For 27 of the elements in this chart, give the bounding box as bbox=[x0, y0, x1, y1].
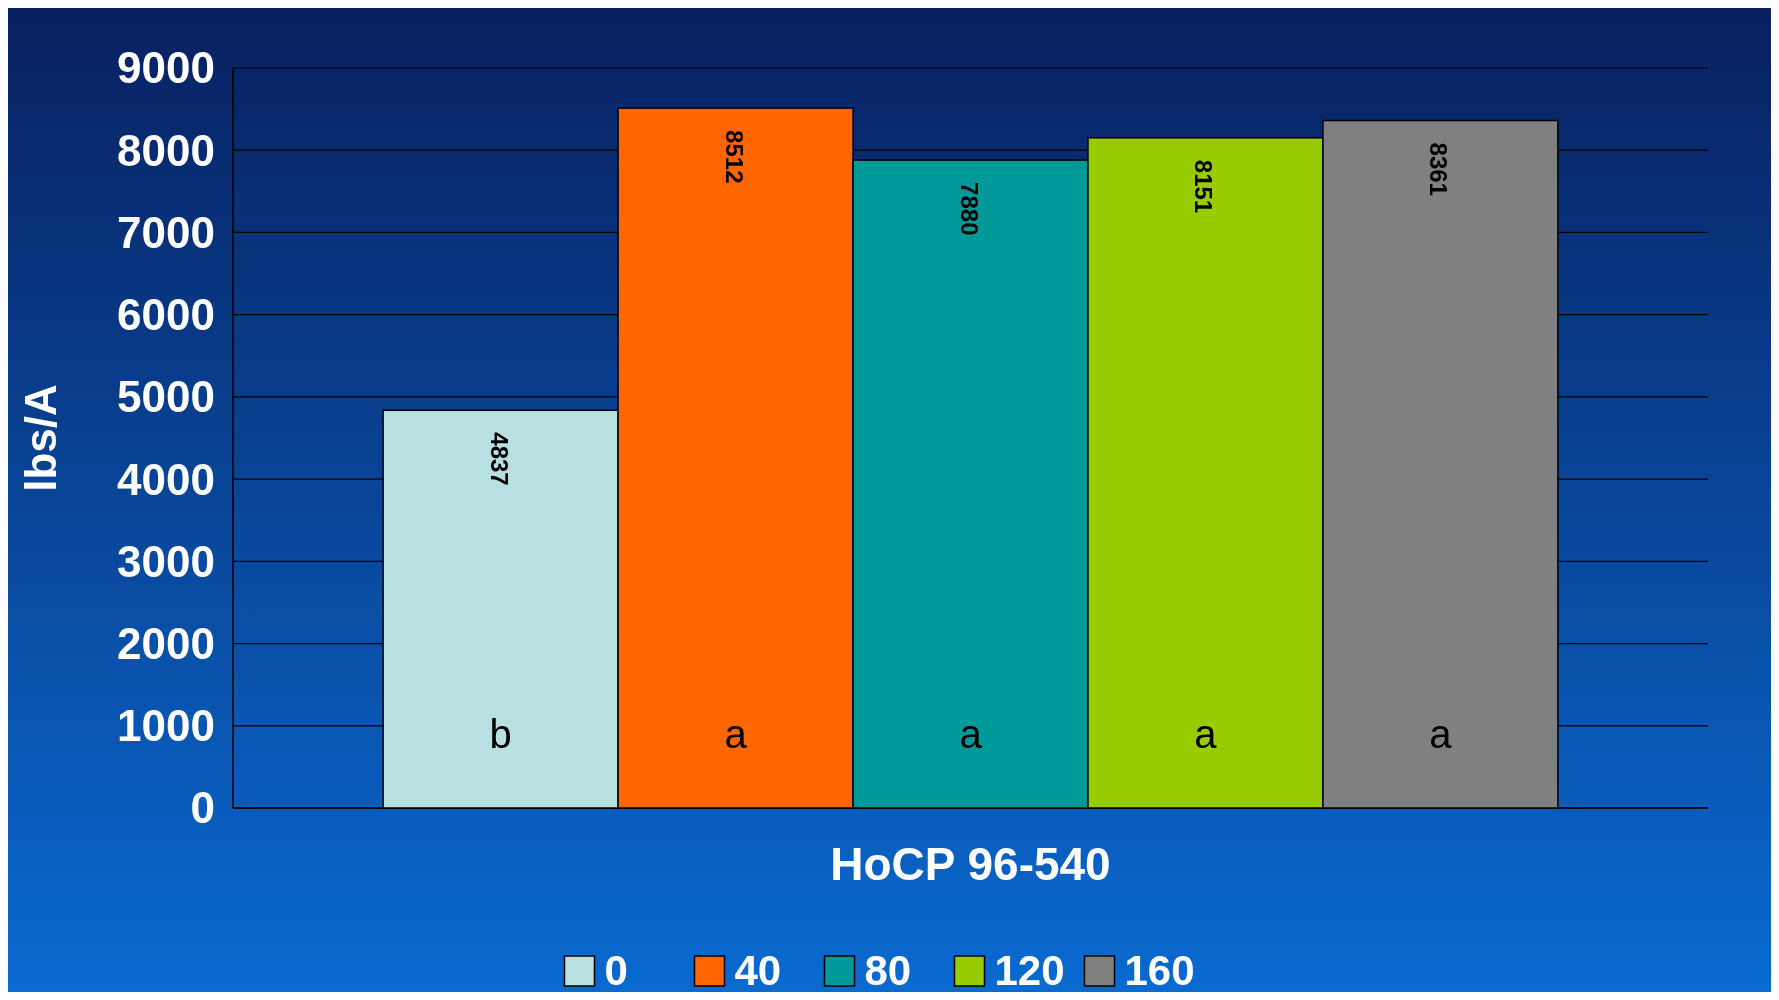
data-label: 8361 bbox=[1425, 142, 1453, 196]
annotation: a bbox=[1429, 712, 1453, 756]
legend-label: 80 bbox=[864, 947, 912, 994]
y-tick-label: 6000 bbox=[117, 290, 215, 340]
y-tick-label: 0 bbox=[190, 783, 215, 833]
y-tick-label: 3000 bbox=[117, 536, 215, 586]
y-tick-label: 4000 bbox=[117, 454, 215, 504]
legend-label: 160 bbox=[1124, 947, 1195, 994]
y-axis-title: lbs/A bbox=[16, 384, 65, 492]
annotation: a bbox=[724, 712, 748, 756]
y-tick-label: 2000 bbox=[117, 618, 215, 668]
y-tick-label: 7000 bbox=[117, 207, 215, 257]
data-label: 7880 bbox=[955, 182, 983, 236]
y-tick-label: 5000 bbox=[117, 372, 215, 422]
y-tick-label: 8000 bbox=[117, 125, 215, 175]
data-label: 8151 bbox=[1190, 159, 1218, 214]
y-tick-label: 9000 bbox=[117, 43, 215, 93]
legend-label: 0 bbox=[604, 947, 628, 994]
legend-label: 40 bbox=[734, 947, 782, 994]
y-tick-label: 1000 bbox=[117, 701, 215, 751]
annotation: b bbox=[489, 712, 512, 756]
annotation: a bbox=[1194, 712, 1218, 756]
annotation: a bbox=[959, 712, 983, 756]
data-label: 8512 bbox=[720, 130, 748, 184]
legend-label: 120 bbox=[994, 947, 1065, 994]
x-axis-title: HoCP 96-540 bbox=[830, 838, 1111, 890]
data-label: 4837 bbox=[485, 432, 513, 486]
